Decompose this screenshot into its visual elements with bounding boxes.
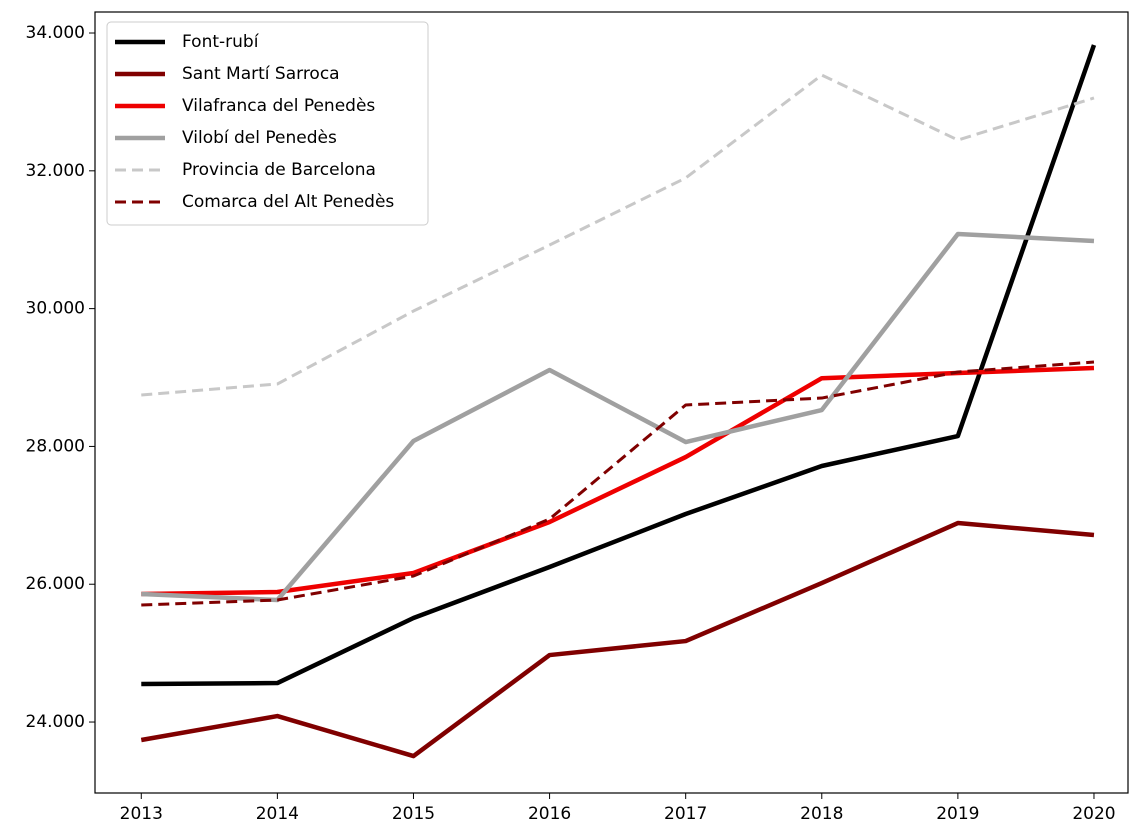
series-line: [141, 44, 1097, 687]
y-tick-label: 34.000: [26, 23, 85, 43]
x-tick-label: 2014: [256, 804, 299, 824]
legend-label: Provincia de Barcelona: [182, 160, 376, 180]
legend-label: Vilobí del Penedès: [182, 128, 337, 148]
legend-label: Sant Martí Sarroca: [182, 64, 340, 84]
legend-box: [106, 21, 429, 226]
legend-label: Comarca del Alt Penedès: [182, 192, 394, 212]
series-line: [141, 360, 1095, 607]
y-tick-label: 30.000: [26, 299, 85, 319]
x-tick-label: 2019: [936, 804, 979, 824]
x-tick-label: 2017: [664, 804, 707, 824]
y-tick-label: 24.000: [26, 712, 85, 732]
series-line: [141, 365, 1095, 597]
series-line: [141, 231, 1095, 603]
y-tick-label: 26.000: [26, 574, 85, 594]
x-tick-label: 2018: [800, 804, 843, 824]
y-tick-label: 28.000: [26, 436, 85, 456]
legend-label: Font-rubí: [182, 32, 260, 52]
x-tick-label: 2013: [120, 804, 163, 824]
plot-frame: [94, 11, 1129, 794]
y-tick-label: 32.000: [26, 161, 85, 181]
x-tick-label: 2015: [392, 804, 435, 824]
series-line: [141, 73, 1095, 397]
legend-label: Vilafranca del Penedès: [182, 96, 375, 116]
x-tick-label: 2016: [528, 804, 571, 824]
series-line: [140, 520, 1095, 759]
x-tick-label: 2020: [1072, 804, 1115, 824]
